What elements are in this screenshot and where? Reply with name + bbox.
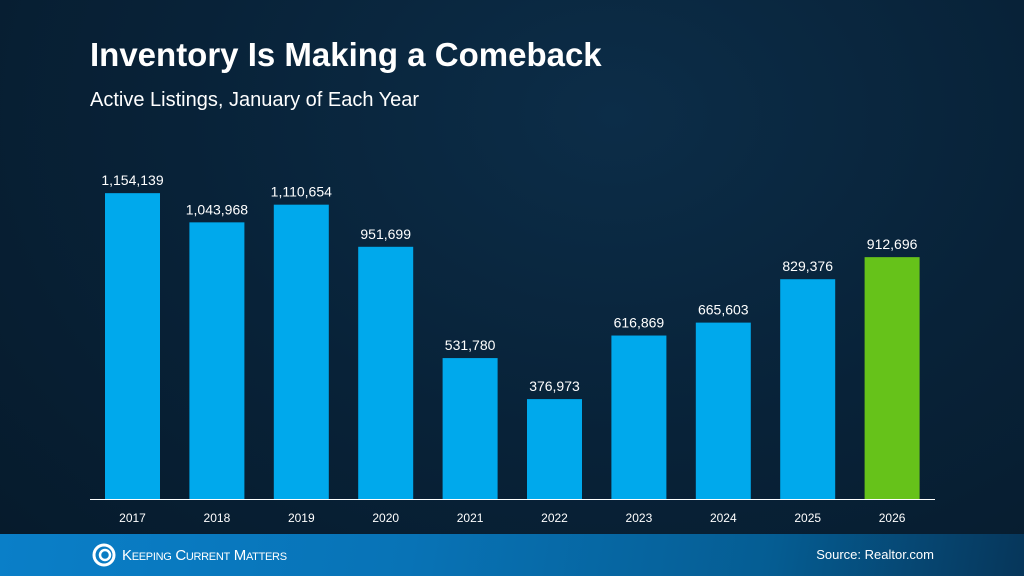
x-tick-label-2023: 2023 bbox=[626, 511, 653, 525]
data-label-2017: 1,154,139 bbox=[101, 172, 163, 188]
bar-2024 bbox=[695, 322, 751, 499]
data-label-2024: 665,603 bbox=[698, 302, 749, 318]
x-tick-label-2017: 2017 bbox=[119, 511, 146, 525]
data-label-2020: 951,699 bbox=[360, 226, 411, 242]
bar-2021 bbox=[442, 358, 498, 499]
data-label-2023: 616,869 bbox=[614, 315, 665, 331]
brand-name: Keeping Current Matters bbox=[122, 546, 287, 564]
bar-2018 bbox=[189, 222, 245, 499]
data-label-2021: 531,780 bbox=[445, 337, 496, 353]
data-label-2019: 1,110,654 bbox=[271, 184, 332, 200]
data-label-2026: 912,696 bbox=[867, 236, 918, 252]
x-tick-label-2019: 2019 bbox=[288, 511, 315, 525]
bar-2025 bbox=[780, 279, 836, 499]
data-label-2025: 829,376 bbox=[782, 258, 833, 274]
kcm-swirl-icon bbox=[92, 543, 116, 567]
bar-2022 bbox=[527, 399, 582, 499]
chart-subtitle: Active Listings, January of Each Year bbox=[90, 89, 420, 111]
data-label-2018: 1,043,968 bbox=[186, 201, 248, 217]
x-tick-label-2021: 2021 bbox=[457, 511, 484, 525]
x-tick-label-2025: 2025 bbox=[794, 511, 821, 525]
x-tick-label-2024: 2024 bbox=[710, 511, 737, 525]
bar-2019 bbox=[273, 204, 329, 499]
bar-2020 bbox=[358, 246, 414, 499]
data-label-2022: 376,973 bbox=[529, 378, 580, 394]
x-tick-label-2022: 2022 bbox=[541, 511, 568, 525]
x-tick-label-2026: 2026 bbox=[879, 511, 906, 525]
chart-title: Inventory Is Making a Comeback bbox=[90, 36, 602, 73]
bar-2023 bbox=[611, 335, 667, 499]
bar-2026 bbox=[864, 257, 920, 499]
bar-2017 bbox=[105, 193, 160, 499]
brand-logo: Keeping Current Matters bbox=[92, 543, 287, 567]
bar-chart: 1,154,139 2017 1,043,968 2018 1,110,654 2019 9… bbox=[101, 172, 920, 525]
footer: Keeping Current Matters Source: Realtor.… bbox=[0, 534, 1024, 576]
x-tick-label-2018: 2018 bbox=[204, 511, 231, 525]
x-tick-label-2020: 2020 bbox=[372, 511, 399, 525]
source-note: Source: Realtor.com bbox=[816, 547, 934, 562]
